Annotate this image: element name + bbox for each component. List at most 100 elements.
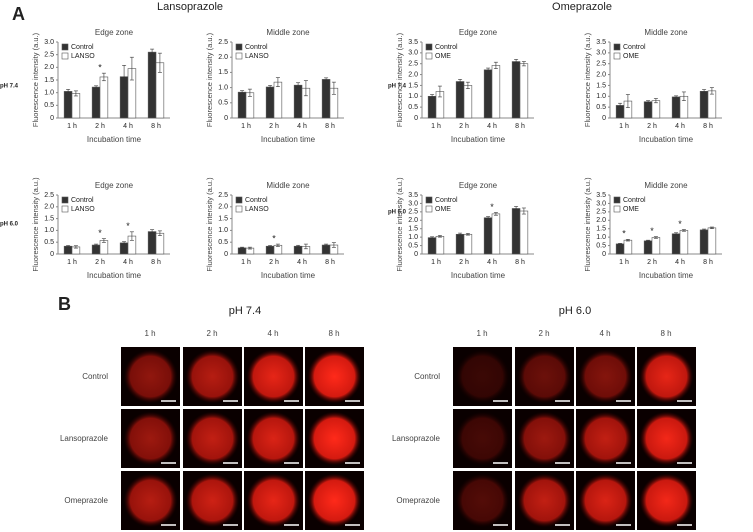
chart-title: Edge zone	[459, 28, 498, 37]
y-tick-label: 0.5	[218, 100, 228, 107]
y-tick-label: 3.0	[596, 200, 606, 207]
error-bar	[122, 65, 127, 89]
legend-label: Control	[71, 197, 94, 204]
significance: *	[272, 233, 276, 243]
legend-label: OME	[435, 206, 451, 213]
micrograph	[453, 409, 512, 468]
legend-swatch	[425, 43, 433, 51]
y-tick-label: 0.5	[596, 104, 606, 111]
y-tick-label: 2.0	[596, 217, 606, 224]
column-label: 2 h	[538, 329, 549, 338]
error-bar	[465, 233, 470, 236]
y-tick-label: 2.5	[596, 209, 606, 216]
chart-title: Middle zone	[266, 28, 310, 37]
error-bar	[268, 245, 273, 248]
error-bar	[66, 89, 71, 94]
error-bar	[465, 81, 470, 89]
micrograph	[576, 409, 635, 468]
error-bar	[674, 95, 679, 99]
chart-title: Middle zone	[266, 181, 310, 190]
x-tick-label: 4 h	[123, 259, 133, 266]
error-bar	[240, 246, 245, 249]
bar	[119, 242, 129, 255]
block-title: pH 7.4	[229, 305, 261, 317]
x-tick-label: 1 h	[619, 123, 629, 130]
legend-swatch	[613, 52, 621, 60]
micrograph	[121, 347, 180, 406]
x-axis-label: Incubation time	[451, 271, 506, 280]
bar	[699, 90, 709, 119]
micrograph	[453, 347, 512, 406]
x-tick-label: 2 h	[459, 123, 469, 130]
x-axis-label: Incubation time	[639, 271, 694, 280]
bar	[491, 65, 501, 119]
error-bar	[303, 80, 308, 97]
error-bar	[709, 226, 714, 230]
spheroid	[246, 473, 301, 528]
spheroid	[455, 411, 510, 466]
group-title: Lansoprazole	[157, 1, 223, 13]
legend-swatch	[61, 52, 69, 60]
error-bar	[430, 94, 435, 99]
y-tick-label: 2.5	[408, 61, 418, 68]
bar	[321, 244, 331, 255]
x-tick-label: 8 h	[515, 259, 525, 266]
group-title: Omeprazole	[552, 1, 612, 13]
legend-label: Control	[435, 197, 458, 204]
x-tick-label: 1 h	[619, 259, 629, 266]
bar	[427, 237, 437, 255]
row-label: Control	[414, 372, 440, 381]
bar	[511, 61, 521, 119]
column-label: 4 h	[267, 329, 278, 338]
bar	[265, 245, 275, 255]
bar	[293, 84, 303, 119]
legend-label: LANSO	[245, 53, 269, 60]
error-bar	[150, 229, 155, 234]
error-bar	[437, 235, 442, 238]
error-bar	[101, 238, 106, 243]
y-tick-label: 0.5	[408, 104, 418, 111]
x-tick-label: 8 h	[703, 259, 713, 266]
significance: *	[650, 226, 654, 236]
x-axis-label: Incubation time	[261, 135, 316, 144]
y-tick-label: 0	[414, 115, 418, 122]
y-tick-label: 0.5	[218, 239, 228, 246]
bar	[671, 233, 681, 255]
x-tick-label: 8 h	[515, 123, 525, 130]
y-tick-label: 2.5	[596, 61, 606, 68]
y-tick-label: 2.0	[596, 71, 606, 78]
spheroid	[307, 349, 362, 404]
micrograph	[515, 347, 574, 406]
y-tick-label: 2.5	[218, 39, 228, 46]
y-tick-label: 0	[224, 115, 228, 122]
legend-swatch	[61, 196, 69, 204]
column-label: 1 h	[144, 329, 155, 338]
error-bar	[514, 206, 519, 211]
x-axis-label: Incubation time	[87, 135, 142, 144]
bar	[707, 90, 717, 119]
legend-swatch	[235, 43, 243, 51]
row-label: Lansoprazole	[392, 434, 441, 443]
error-bar	[157, 52, 162, 73]
y-tick-label: 1.5	[596, 82, 606, 89]
x-axis-label: Incubation time	[451, 135, 506, 144]
spheroid	[517, 473, 572, 528]
y-tick-label: 2.5	[44, 192, 54, 199]
error-bar	[702, 89, 707, 94]
legend-swatch	[235, 196, 243, 204]
spheroid	[185, 411, 240, 466]
error-bar	[709, 87, 714, 95]
bar	[63, 245, 73, 255]
bar	[463, 233, 473, 255]
panel-label: B	[58, 294, 71, 314]
x-tick-label: 2 h	[459, 259, 469, 266]
error-bar	[681, 91, 686, 101]
y-tick-label: 2.0	[218, 54, 228, 61]
x-tick-label: 4 h	[487, 123, 497, 130]
bar	[273, 81, 283, 119]
legend-label: Control	[245, 44, 268, 51]
bar	[321, 79, 331, 119]
bar	[519, 63, 529, 119]
spheroid	[578, 349, 633, 404]
